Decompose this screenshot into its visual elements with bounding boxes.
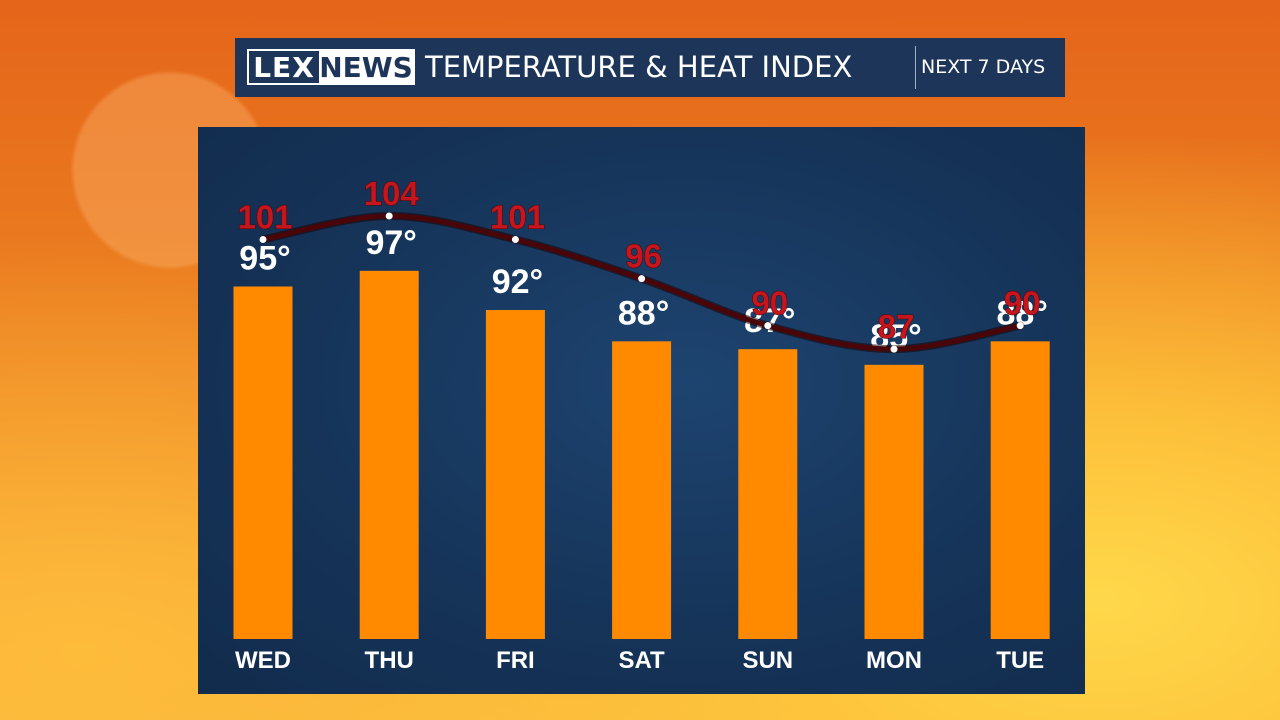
heat-index-point: [638, 275, 646, 283]
temperature-bar: [612, 341, 672, 639]
temperature-value-label: 95°: [239, 240, 290, 278]
day-tick-label: FRI: [496, 647, 535, 674]
temperature-bar: [864, 364, 924, 639]
day-tick-label: SAT: [618, 647, 665, 674]
header-bar: LEX NEWS TEMPERATURE & HEAT INDEX NEXT 7…: [235, 38, 1065, 97]
heat-index-point: [385, 212, 393, 220]
heat-index-value-label: 101: [490, 199, 545, 236]
heat-index-value-label: 96: [625, 238, 662, 275]
day-tick-label: WED: [235, 647, 291, 674]
heat-index-value-label: 101: [237, 199, 292, 236]
heat-index-value-label: 90: [1004, 285, 1041, 322]
chart-panel: WED THU FRI SAT SUN MON TUE 95° 97° 92° 88° 87° 85° 8…: [198, 127, 1085, 694]
temperature-bar: [233, 286, 293, 639]
temperature-value-label: 92°: [492, 263, 543, 301]
heat-index-value-label: 90: [751, 285, 788, 322]
chart-subtitle: NEXT 7 DAYS: [921, 56, 1046, 78]
day-tick-label: MON: [866, 647, 922, 674]
lex-news-logo: LEX NEWS: [247, 49, 415, 85]
day-tick-label: THU: [365, 647, 414, 674]
day-tick-label: TUE: [996, 647, 1044, 674]
temperature-bar: [990, 341, 1050, 639]
heat-index-point: [1016, 322, 1024, 330]
chart-title: TEMPERATURE & HEAT INDEX: [425, 50, 853, 84]
heat-index-point: [890, 345, 898, 353]
temperature-bar: [485, 310, 545, 639]
heat-index-point: [764, 322, 772, 330]
temperature-bar: [359, 270, 419, 639]
logo-news-text: NEWS: [319, 50, 413, 84]
heat-index-value-label: 104: [364, 175, 420, 212]
heat-index-point: [259, 236, 267, 243]
heat-index-value-label: 87: [878, 308, 915, 345]
header-divider: [915, 46, 916, 89]
temperature-bar: [738, 349, 798, 639]
temperature-value-label: 97°: [365, 224, 416, 262]
temperature-value-label: 88°: [618, 294, 669, 332]
logo-lex-text: LEX: [253, 50, 315, 84]
heat-index-point: [511, 236, 519, 243]
day-tick-label: SUN: [742, 647, 793, 674]
